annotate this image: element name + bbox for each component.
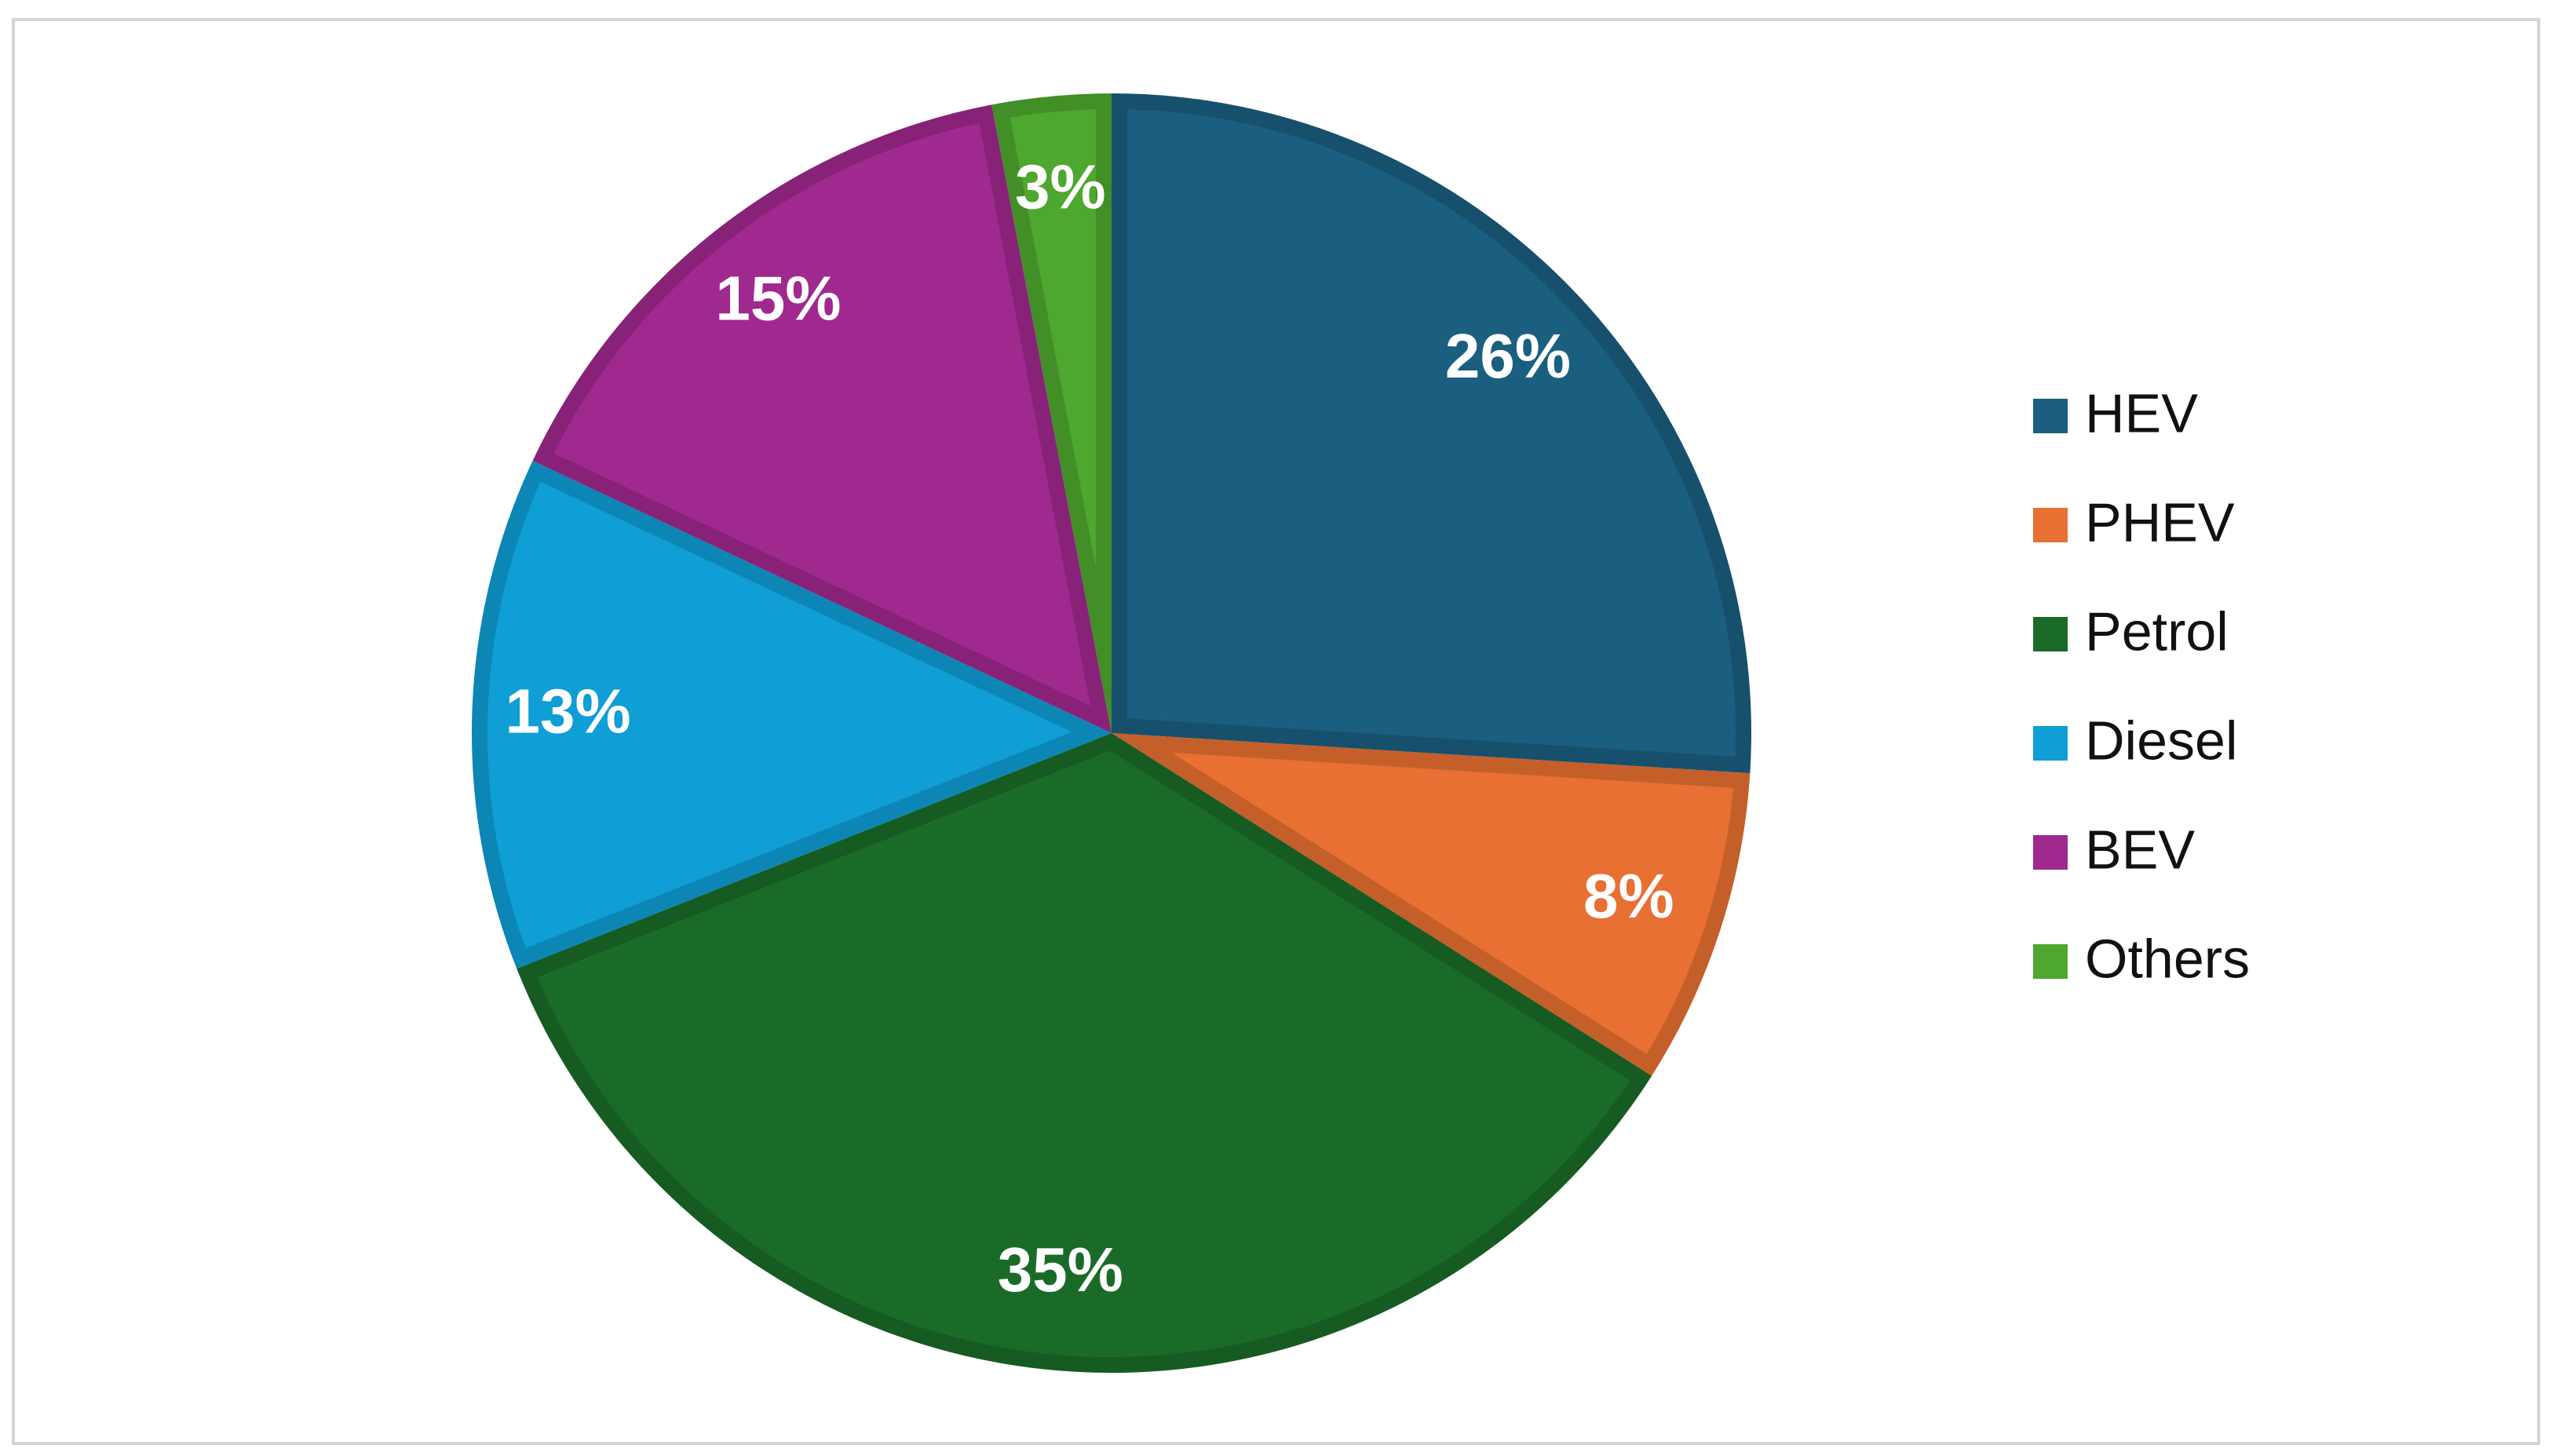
legend-label: Petrol — [2085, 600, 2229, 662]
pie-slice — [1112, 733, 1751, 1076]
slice-border — [532, 104, 1112, 733]
data-label: 35% — [998, 1235, 1123, 1305]
legend-swatch — [2033, 508, 2068, 542]
legend-swatch — [2033, 399, 2068, 433]
legend-label: Diesel — [2085, 710, 2238, 771]
legend-label: HEV — [2085, 382, 2198, 443]
pie-slice — [517, 733, 1652, 1373]
data-label: 8% — [1583, 861, 1674, 931]
data-label: 15% — [715, 264, 841, 334]
pie-slice — [532, 104, 1112, 733]
slice-border — [472, 460, 1112, 969]
data-label: 3% — [1015, 151, 1106, 221]
legend-swatch — [2033, 617, 2068, 651]
legend-label: PHEV — [2085, 491, 2235, 553]
pie-slice — [991, 93, 1112, 733]
pie-slice — [1112, 93, 1751, 774]
pie-slice — [472, 460, 1112, 969]
data-label: 13% — [506, 676, 631, 746]
data-label: 26% — [1445, 321, 1571, 391]
legend-swatch — [2033, 726, 2068, 761]
legend-swatch — [2033, 835, 2068, 870]
legend-label: BEV — [2085, 819, 2195, 880]
slice-border — [1112, 93, 1751, 774]
legend-swatch — [2033, 944, 2068, 979]
legend-label: Others — [2085, 928, 2250, 989]
